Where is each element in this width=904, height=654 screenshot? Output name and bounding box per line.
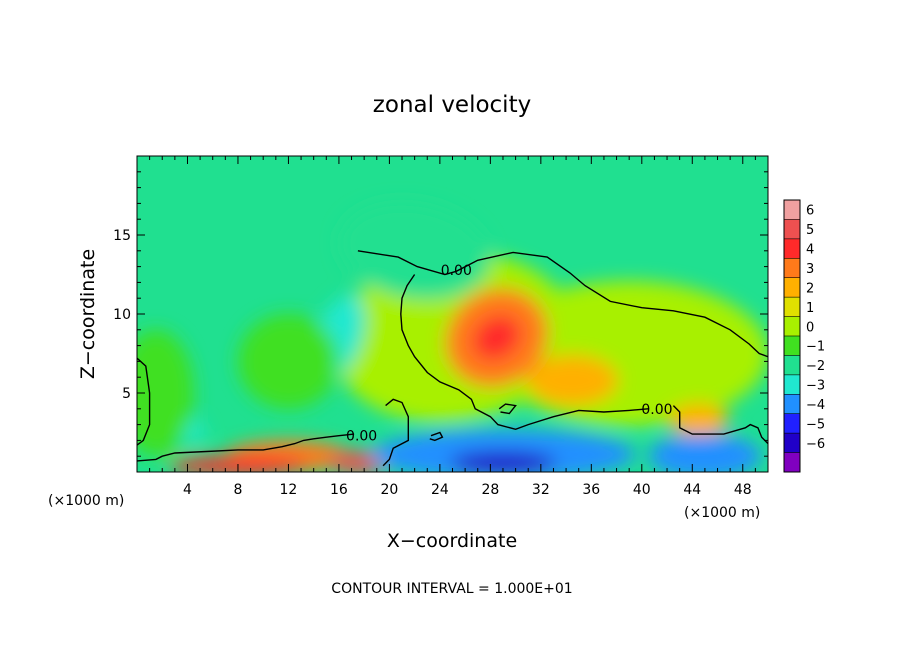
contour-label-1: 0.00 [346, 429, 377, 445]
x-tick-label-8: 8 [233, 482, 242, 498]
colorbar-label-12: −6 [806, 437, 825, 452]
x-axis-ticks: 4 8 12 16 20 24 28 32 36 40 44 48 [149, 156, 756, 498]
x-tick-label-28: 28 [481, 482, 499, 498]
colorbar-label-6: 0 [806, 320, 814, 335]
colorbar-label-8: −2 [806, 359, 825, 374]
chart-title: zonal velocity [373, 92, 531, 118]
colorbar-label-1: 5 [806, 223, 814, 238]
zero-contour-5 [382, 398, 409, 467]
x-tick-label-16: 16 [330, 482, 348, 498]
field-blob-14 [237, 314, 339, 409]
colorbar-label-11: −5 [806, 417, 825, 432]
x-tick-label-32: 32 [532, 482, 550, 498]
zero-contours [137, 250, 768, 467]
colorbar-swatch-2 [784, 238, 800, 259]
colorbar-swatch-7 [784, 336, 800, 356]
x-tick-label-20: 20 [380, 482, 398, 498]
colorbar-swatch-3 [784, 258, 800, 278]
contour-label-2: 0.00 [641, 402, 672, 418]
zero-contour-7 [429, 431, 444, 442]
field-blob-16 [339, 202, 490, 300]
field-blob-15 [137, 329, 194, 457]
colorbar-swatch-0 [784, 200, 800, 220]
colorbar-label-3: 3 [806, 262, 814, 277]
colorbar: 6 5 4 3 2 1 0 −1 −2 −3 −4 −5 −6 [783, 199, 825, 473]
y-tick-label-5: 5 [122, 386, 131, 402]
x-tick-label-40: 40 [633, 482, 651, 498]
y-axis-label: Z−coordinate [77, 249, 99, 379]
colorbar-swatch-13 [784, 452, 800, 472]
colorbar-label-0: 6 [806, 204, 814, 219]
field-blob-5 [668, 404, 729, 436]
colorbar-swatch-12 [784, 433, 800, 453]
zero-contour-3 [137, 357, 151, 446]
zero-contour-4 [137, 433, 355, 462]
colorbar-label-2: 4 [806, 243, 814, 258]
colorbar-label-4: 2 [806, 281, 814, 296]
y-axis-ticks: 5 10 15 [113, 171, 768, 457]
x-tick-label-48: 48 [734, 482, 752, 498]
y-tick-label-15: 15 [113, 228, 131, 244]
colorbar-swatch-4 [784, 277, 800, 298]
colorbar-swatch-11 [784, 413, 800, 434]
x-unit-right: (×1000 m) [684, 505, 760, 521]
zero-contour-1 [400, 274, 649, 431]
colorbar-label-7: −1 [806, 340, 825, 355]
colorbar-label-5: 1 [806, 301, 814, 316]
x-tick-label-12: 12 [280, 482, 298, 498]
field-blob-3 [472, 315, 521, 360]
colorbar-swatch-1 [784, 219, 800, 239]
zero-contour-6 [498, 403, 517, 415]
contour-interval-note: CONTOUR INTERVAL = 1.000E+01 [331, 581, 572, 597]
zero-contour-0 [357, 250, 768, 358]
y-tick-label-10: 10 [113, 307, 131, 323]
contour-label-0: 0.00 [441, 263, 472, 279]
contour-labels: 0.00 0.00 0.00 [346, 263, 672, 445]
colorbar-label-9: −3 [806, 379, 825, 394]
x-unit-left: (×1000 m) [48, 493, 124, 509]
field-blob-4 [526, 355, 618, 406]
colorbar-swatch-5 [784, 297, 800, 317]
zero-contour-2 [672, 405, 768, 445]
x-tick-label-24: 24 [431, 482, 449, 498]
colorbar-label-10: −4 [806, 398, 825, 413]
field-blob-10 [449, 451, 556, 472]
x-axis-label: X−coordinate [387, 530, 517, 552]
colorbar-swatch-8 [784, 355, 800, 375]
field-blob-11 [648, 434, 762, 472]
heatmap-field: 0.00 0.00 0.00 [137, 156, 768, 472]
colorbar-swatch-6 [784, 316, 800, 336]
colorbar-swatch-9 [784, 374, 800, 395]
colorbar-swatch-10 [784, 394, 800, 414]
x-tick-label-36: 36 [582, 482, 600, 498]
x-tick-label-44: 44 [683, 482, 701, 498]
x-tick-label-4: 4 [183, 482, 192, 498]
field-blobs [137, 202, 768, 472]
